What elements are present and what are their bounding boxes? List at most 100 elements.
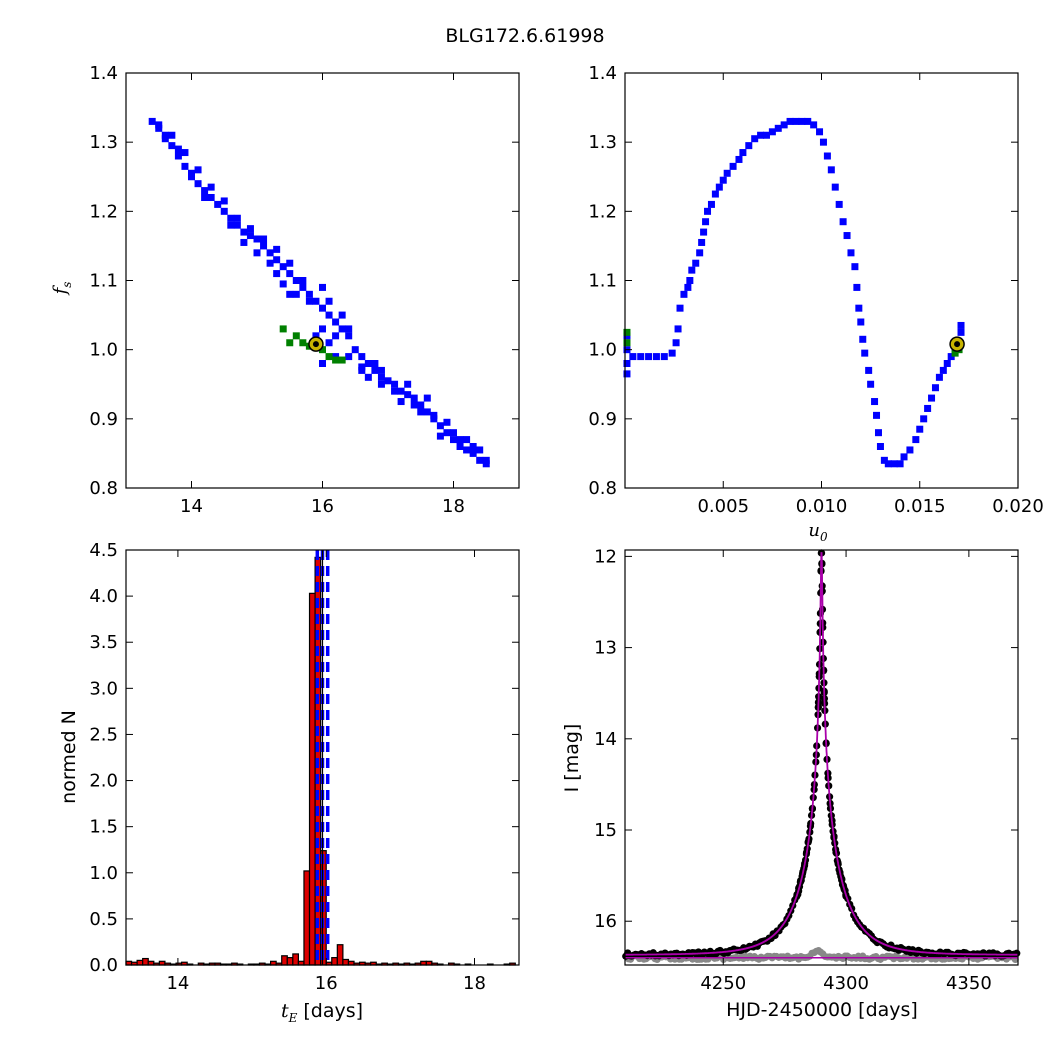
contour-outer-point — [168, 142, 176, 150]
contour-outer-point — [751, 135, 759, 143]
contour-outer-point — [397, 387, 405, 395]
contour-outer-point — [839, 218, 847, 226]
normed-n-axis-label: normed N — [58, 710, 80, 804]
contour-outer-point — [935, 373, 943, 381]
contour-outer-point — [916, 425, 924, 433]
contour-inner-point — [286, 339, 294, 347]
contour-outer-point — [207, 194, 215, 201]
contour-outer-point — [704, 207, 712, 215]
contour-outer-point — [774, 124, 782, 132]
contour-outer-point — [623, 360, 631, 367]
contour-outer-point — [233, 214, 241, 222]
x-tick-label: 0.015 — [894, 496, 946, 517]
contour-outer-point — [233, 221, 241, 229]
contour-outer-point — [220, 207, 228, 215]
y-tick-label: 4.0 — [89, 586, 118, 607]
contour-outer-point — [358, 353, 366, 361]
x-tick-label: 4250 — [700, 973, 746, 994]
contour-outer-point — [260, 235, 268, 243]
contour-outer-point — [692, 259, 700, 267]
contour-outer-point — [253, 235, 261, 243]
x-tick-label: 16 — [315, 973, 338, 994]
panel-fs-vs-u0: 0.005 0.010 0.015 0.020 0.8 0.9 1.0 1.1 1.2 1.3 1.… — [588, 63, 1043, 544]
histogram-bar — [142, 957, 149, 966]
contour-outer-point — [853, 283, 861, 291]
contour-outer-point — [161, 135, 169, 143]
contour-outer-point — [476, 456, 484, 464]
contour-outer-point — [645, 353, 653, 361]
contour-outer-point — [957, 321, 965, 329]
tE-axis-label: tE [days] — [281, 1000, 363, 1025]
contour-outer-point — [246, 232, 254, 240]
contour-outer-point — [174, 152, 182, 160]
histogram-bar — [303, 870, 311, 966]
panel-tE-histogram-frame — [125, 549, 520, 966]
contour-outer-point — [227, 221, 235, 229]
histogram-bar — [286, 957, 294, 966]
histogram-bar — [336, 944, 344, 966]
contour-outer-point — [768, 128, 776, 136]
contour-outer-point — [201, 187, 209, 195]
contour-outer-point — [831, 183, 839, 191]
y-tick-label: 4.5 — [89, 540, 118, 561]
contour-outer-point — [874, 429, 882, 437]
contour-outer-point — [912, 436, 920, 444]
contour-outer-point — [194, 166, 202, 174]
y-tick-label: 0.9 — [89, 409, 118, 430]
contour-outer-point — [476, 446, 484, 454]
panel-tE-histogram-axes: 14 16 18 0.0 0.5 1.0 1.5 2.0 2.5 3.0 3.5 4.0 4.5 — [89, 540, 519, 994]
contour-inner-point — [279, 325, 287, 333]
x-tick-label: 18 — [442, 496, 465, 517]
contour-outer-point — [707, 200, 715, 208]
contour-outer-point — [739, 149, 747, 157]
contour-outer-point — [417, 401, 425, 409]
contour-outer-point — [377, 380, 385, 388]
contour-inner-point — [332, 356, 340, 364]
contour-outer-point — [463, 446, 471, 454]
histogram-bar — [292, 953, 300, 966]
contour-inner-point — [623, 328, 631, 336]
panel-fs-vs-tE-marks — [148, 117, 490, 468]
panel-light-curve-marks — [622, 549, 1021, 964]
panel-fs-vs-u0-marks — [623, 117, 965, 468]
contour-outer-point — [174, 145, 182, 153]
contour-outer-point — [240, 238, 248, 246]
contour-outer-point — [319, 360, 326, 367]
contour-outer-point — [469, 443, 477, 450]
contour-outer-point — [410, 401, 418, 409]
contour-outer-point — [835, 200, 843, 208]
contour-outer-point — [358, 363, 366, 371]
contour-outer-point — [305, 297, 313, 305]
x-tick-label: 14 — [180, 496, 203, 517]
contour-outer-point — [867, 380, 875, 388]
contour-outer-point — [668, 349, 676, 357]
contour-outer-point — [423, 408, 431, 416]
contour-outer-point — [338, 311, 346, 319]
contour-outer-point — [391, 387, 399, 395]
x-tick-label: 4300 — [823, 973, 869, 994]
contour-outer-point — [240, 228, 248, 236]
contour-outer-point — [266, 259, 274, 267]
contour-outer-point — [279, 263, 287, 271]
contour-outer-point — [786, 117, 794, 125]
y-tick-label: 0.0 — [89, 955, 118, 976]
contour-outer-point — [792, 117, 800, 125]
contour-outer-point — [456, 436, 464, 444]
histogram-bar — [342, 958, 350, 966]
hjd-axis-label: HJD-2450000 [days] — [726, 999, 918, 1021]
contour-outer-point — [873, 411, 881, 419]
y-tick-label: 3.0 — [89, 678, 118, 699]
contour-outer-point — [672, 339, 680, 347]
contour-outer-point — [364, 360, 372, 367]
contour-outer-point — [684, 283, 692, 291]
contour-outer-point — [719, 176, 727, 184]
contour-outer-point — [674, 325, 682, 333]
contour-outer-point — [253, 249, 261, 257]
contour-outer-point — [896, 460, 904, 468]
x-tick-label: 16 — [311, 496, 334, 517]
contour-outer-point — [436, 432, 444, 440]
contour-outer-point — [188, 169, 195, 177]
contour-outer-point — [804, 117, 812, 125]
contour-outer-point — [391, 380, 399, 388]
contour-outer-point — [652, 353, 660, 361]
